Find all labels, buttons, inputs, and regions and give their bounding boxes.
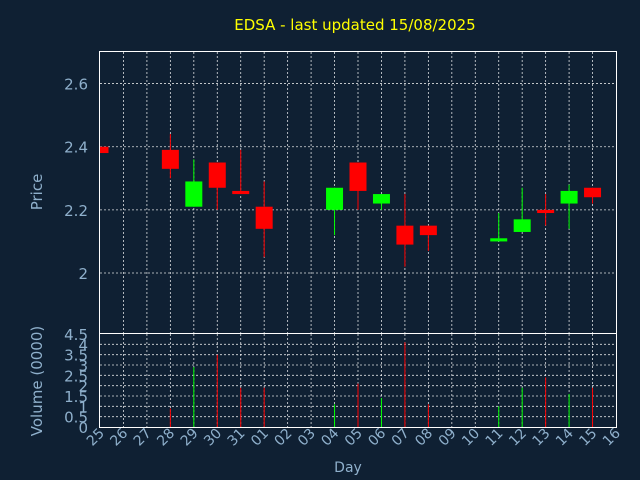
x-tick-label: 30 (201, 426, 225, 450)
x-tick-label: 09 (436, 426, 460, 450)
candles (99, 134, 602, 267)
price-tick-label: 2 (78, 265, 88, 283)
volume-bars (169, 342, 594, 427)
candle-body (232, 190, 250, 195)
x-tick-label: 06 (365, 425, 389, 449)
candle-body (584, 187, 602, 198)
volume-tick-label: 4 (78, 336, 88, 354)
candle-body (255, 206, 273, 229)
price-tick-label: 2.2 (64, 202, 88, 220)
x-tick-label: 02 (272, 426, 296, 450)
volume-tick-label: 3 (78, 357, 88, 375)
x-tick-label: 04 (318, 425, 342, 449)
x-tick-label: 12 (506, 426, 530, 450)
price-axis-label: Price (28, 174, 46, 211)
candle-body (560, 190, 578, 204)
candle-body (349, 162, 367, 191)
candle-body (185, 181, 203, 207)
volume-tick-label: 1.5 (64, 388, 88, 406)
x-axis-label: Day (334, 460, 362, 476)
candle-body (372, 194, 390, 204)
x-ticks: 25 26 27 28 29 30 31 01 02 03 04 05 06 07 08 09 10 11 12 13… (84, 425, 624, 449)
volume-tick-label: 0 (78, 419, 88, 437)
x-tick-label: 28 (154, 426, 178, 450)
x-tick-label: 26 (107, 425, 131, 449)
candle-body (490, 238, 508, 242)
volume-tick-label: 2.5 (64, 367, 88, 385)
volume-tick-label: 2 (78, 378, 88, 396)
x-tick-label: 08 (412, 426, 436, 450)
x-tick-label: 07 (389, 426, 413, 450)
x-tick-label: 31 (225, 426, 249, 450)
candle-body (161, 149, 179, 169)
x-tick-label: 11 (483, 426, 507, 450)
volume-y-ticks: 00.511.522.533.544.5 (64, 326, 88, 437)
volume-tick-label: 3.5 (64, 347, 88, 365)
candle-body (326, 187, 344, 210)
x-tick-label: 13 (530, 426, 554, 450)
volume-panel-frame (99, 333, 617, 428)
volume-tick-label: 0.5 (64, 409, 88, 427)
x-tick-label: 03 (295, 426, 319, 450)
price-y-ticks: 2 2.2 2.4 2.6 (64, 76, 88, 283)
x-tick-label: 01 (248, 426, 272, 450)
x-tick-label: 10 (459, 426, 483, 450)
chart-title: EDSA - last updated 15/08/2025 (234, 16, 475, 34)
x-tick-label: 29 (178, 426, 202, 450)
volume-axis-label: Volume (0000) (28, 326, 46, 436)
candle-body (396, 225, 414, 245)
candle-body (208, 162, 226, 188)
price-tick-label: 2.4 (64, 139, 88, 157)
candle-body (100, 146, 109, 154)
x-tick-label: 15 (576, 426, 600, 450)
candle-body (419, 225, 437, 236)
volume-tick-label: 1 (78, 398, 88, 416)
volume-tick-label: 4.5 (64, 326, 88, 344)
price-tick-label: 2.6 (64, 76, 88, 94)
x-tick-label: 16 (600, 425, 624, 449)
x-tick-label: 05 (342, 426, 366, 450)
candle-body (537, 209, 555, 214)
x-tick-label: 14 (553, 425, 577, 449)
candle-body (513, 219, 531, 232)
x-tick-label: 27 (131, 426, 155, 450)
